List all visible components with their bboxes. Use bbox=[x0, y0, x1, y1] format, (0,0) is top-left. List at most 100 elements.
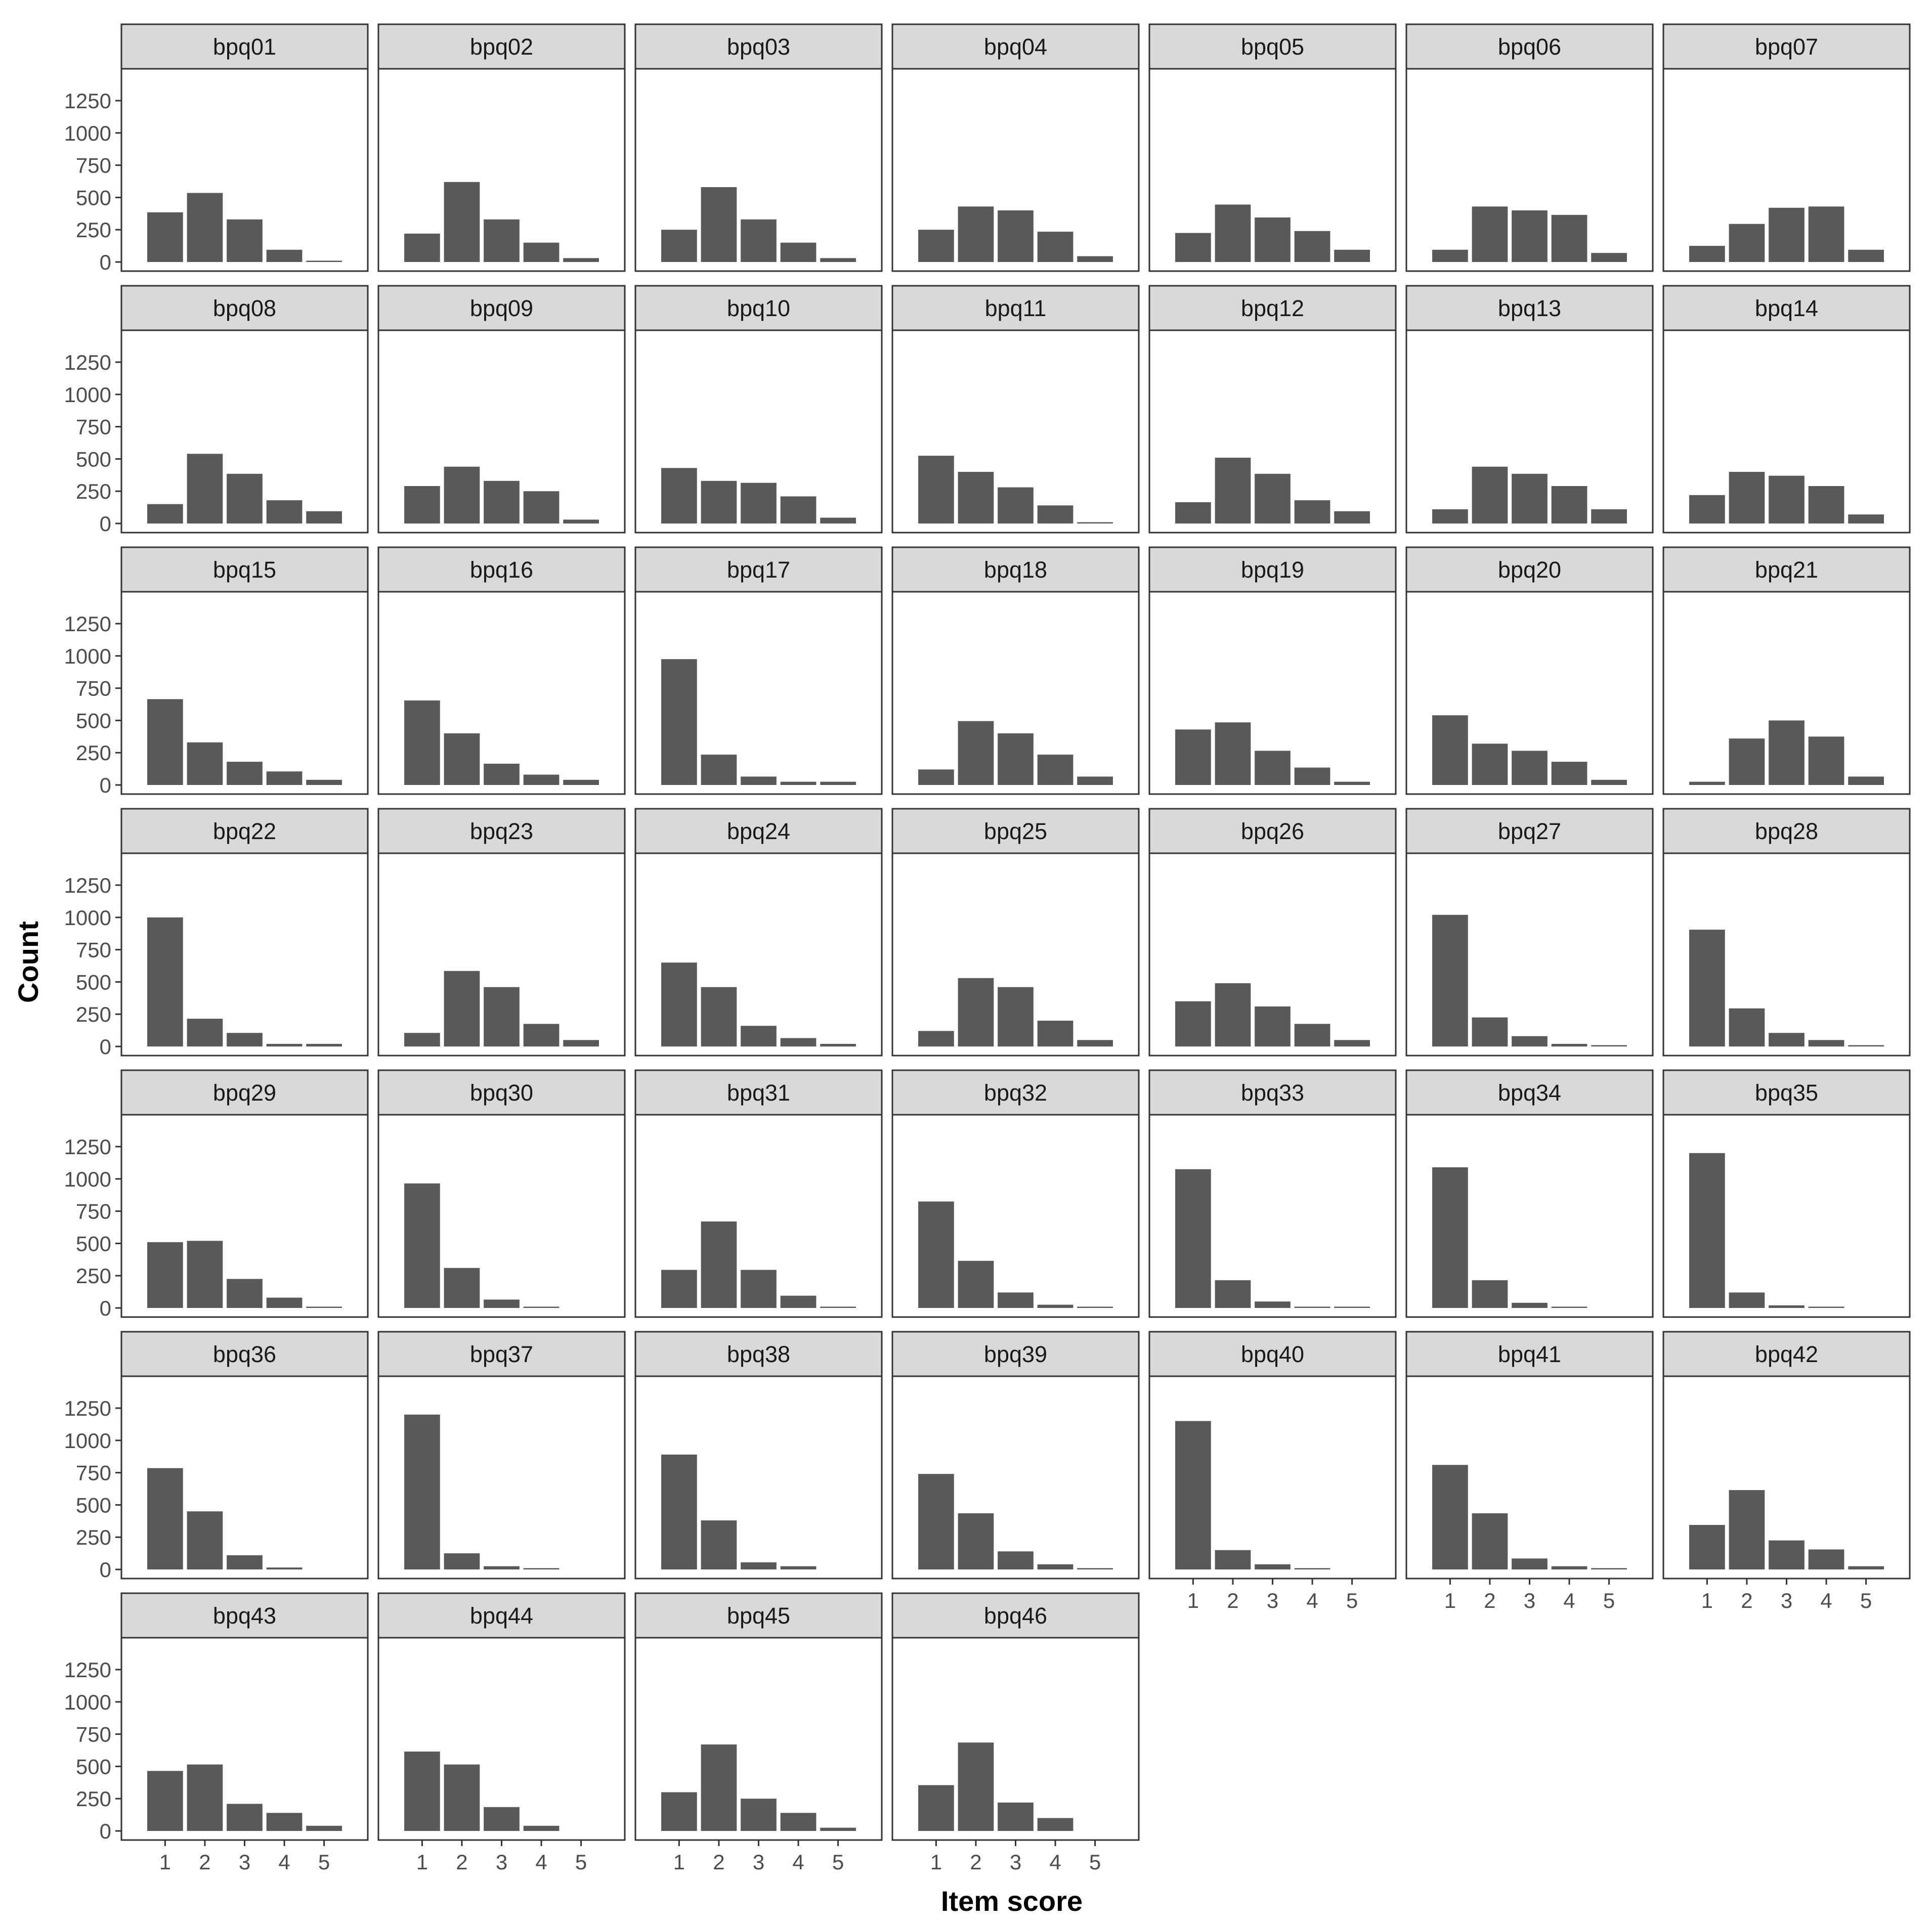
bar-bpq08-4 bbox=[266, 500, 303, 523]
y-tick-label: 1250 bbox=[64, 1396, 111, 1420]
bar-bpq15-4 bbox=[266, 771, 303, 785]
bar-bpq36-2 bbox=[187, 1511, 223, 1569]
bar-bpq25-5 bbox=[1077, 1040, 1113, 1046]
y-tick-label: 0 bbox=[100, 512, 111, 536]
facet-strip bbox=[1662, 1069, 1911, 1116]
facet-panel-bpq40: bpq40 1 2 3 4 5 bbox=[1148, 1331, 1397, 1612]
bar-bpq14-3 bbox=[1769, 475, 1805, 523]
bar-bpq06-2 bbox=[1472, 206, 1508, 262]
facet-strip bbox=[891, 1069, 1140, 1116]
facet-title: bpq23 bbox=[470, 818, 533, 844]
x-tick-label: 4 bbox=[1049, 1850, 1061, 1874]
y-tick-label: 750 bbox=[76, 415, 111, 439]
facet-panel-bpq26: bpq26 bbox=[1148, 808, 1397, 1057]
bar-bpq17-4 bbox=[780, 781, 817, 785]
bar-bpq35-2 bbox=[1729, 1292, 1765, 1308]
bar-bpq03-3 bbox=[741, 219, 777, 262]
x-tick-label: 2 bbox=[970, 1850, 981, 1874]
x-tick-label: 3 bbox=[496, 1850, 507, 1874]
bar-bpq30-1 bbox=[404, 1183, 440, 1308]
bar-bpq46-4 bbox=[1037, 1818, 1074, 1831]
facet-strip bbox=[1662, 1331, 1911, 1377]
bar-bpq34-4 bbox=[1551, 1306, 1587, 1308]
y-tick-label: 1250 bbox=[64, 1135, 111, 1159]
facet-strip bbox=[1148, 546, 1397, 593]
bar-bpq07-5 bbox=[1848, 249, 1884, 262]
bar-bpq44-1 bbox=[404, 1752, 440, 1831]
bar-bpq39-2 bbox=[958, 1513, 994, 1569]
y-tick-label: 750 bbox=[76, 154, 111, 178]
bar-bpq11-2 bbox=[958, 471, 994, 523]
bar-bpq27-2 bbox=[1472, 1017, 1508, 1046]
bar-bpq17-3 bbox=[741, 776, 777, 785]
facet-title: bpq28 bbox=[1755, 818, 1818, 844]
facet-panel-bpq08: bpq08 0 250 500 750 1000 1250 bbox=[64, 285, 369, 536]
facet-panel-bpq46: bpq46 1 2 3 4 5 bbox=[891, 1592, 1140, 1874]
bar-bpq08-5 bbox=[306, 511, 342, 523]
facet-title: bpq41 bbox=[1498, 1341, 1561, 1367]
bar-bpq11-5 bbox=[1077, 522, 1113, 523]
bar-bpq41-3 bbox=[1512, 1558, 1548, 1569]
y-tick-label: 750 bbox=[76, 1200, 111, 1223]
bar-bpq19-3 bbox=[1255, 751, 1291, 785]
bar-bpq07-3 bbox=[1769, 207, 1805, 262]
facet-title: bpq37 bbox=[470, 1341, 533, 1367]
y-tick-label: 1000 bbox=[64, 383, 111, 407]
bar-bpq19-2 bbox=[1215, 722, 1251, 785]
bar-bpq10-1 bbox=[661, 468, 697, 523]
facet-title: bpq29 bbox=[213, 1080, 276, 1106]
bar-bpq12-3 bbox=[1255, 473, 1291, 523]
bar-bpq23-2 bbox=[444, 971, 480, 1046]
facet-title: bpq42 bbox=[1755, 1341, 1818, 1367]
x-tick-label: 1 bbox=[416, 1850, 428, 1874]
bar-bpq10-4 bbox=[780, 496, 817, 523]
y-tick-label: 750 bbox=[76, 938, 111, 962]
facet-strip bbox=[377, 285, 626, 331]
x-tick-label: 4 bbox=[278, 1850, 290, 1874]
y-tick-label: 500 bbox=[76, 1232, 111, 1255]
facet-panel-bpq16: bpq16 bbox=[377, 546, 626, 795]
bar-bpq22-4 bbox=[266, 1043, 303, 1046]
x-tick-label: 2 bbox=[1227, 1589, 1238, 1612]
facet-strip bbox=[377, 1331, 626, 1377]
bar-bpq15-2 bbox=[187, 742, 223, 785]
facet-title: bpq44 bbox=[470, 1603, 533, 1629]
x-tick-label: 5 bbox=[1603, 1589, 1615, 1612]
bar-bpq31-5 bbox=[820, 1306, 856, 1308]
facet-strip bbox=[377, 546, 626, 593]
facet-strip bbox=[1662, 23, 1911, 70]
bar-bpq18-2 bbox=[958, 721, 994, 785]
bar-bpq34-2 bbox=[1472, 1280, 1508, 1308]
facet-panel-bpq25: bpq25 bbox=[891, 808, 1140, 1057]
x-tick-label: 1 bbox=[1701, 1589, 1713, 1612]
bar-bpq15-3 bbox=[227, 762, 263, 785]
y-tick-label: 1000 bbox=[64, 121, 111, 145]
y-tick-label: 250 bbox=[76, 1264, 111, 1288]
facet-strip bbox=[1405, 808, 1654, 854]
facet-title: bpq16 bbox=[470, 557, 533, 583]
bar-bpq35-4 bbox=[1808, 1306, 1844, 1308]
bar-bpq24-1 bbox=[661, 963, 697, 1046]
facet-panel-bpq22: bpq22 0 250 500 750 1000 1250 bbox=[64, 808, 369, 1059]
facet-strip bbox=[120, 1592, 369, 1639]
facet-title: bpq04 bbox=[984, 34, 1047, 60]
y-tick-label: 1250 bbox=[64, 873, 111, 897]
bar-bpq45-1 bbox=[661, 1792, 697, 1831]
facet-panel-bpq12: bpq12 bbox=[1148, 285, 1397, 534]
bar-bpq16-3 bbox=[484, 763, 520, 785]
facet-title: bpq30 bbox=[470, 1080, 533, 1106]
x-tick-label: 5 bbox=[832, 1850, 844, 1874]
bar-bpq06-1 bbox=[1432, 249, 1468, 262]
bar-bpq05-3 bbox=[1255, 217, 1291, 262]
bar-bpq01-1 bbox=[147, 212, 183, 262]
bar-bpq31-2 bbox=[701, 1221, 737, 1308]
facet-panel-bpq05: bpq05 bbox=[1148, 23, 1397, 272]
facet-panel-bpq30: bpq30 bbox=[377, 1069, 626, 1318]
bar-bpq38-1 bbox=[661, 1454, 697, 1569]
bar-bpq02-2 bbox=[444, 182, 480, 262]
facet-panel-bpq36: bpq36 0 250 500 750 1000 1250 bbox=[64, 1331, 369, 1582]
bar-bpq20-1 bbox=[1432, 715, 1468, 785]
bar-bpq46-3 bbox=[998, 1802, 1034, 1831]
facet-panel-bpq14: bpq14 bbox=[1662, 285, 1911, 534]
bar-bpq07-1 bbox=[1689, 246, 1725, 262]
